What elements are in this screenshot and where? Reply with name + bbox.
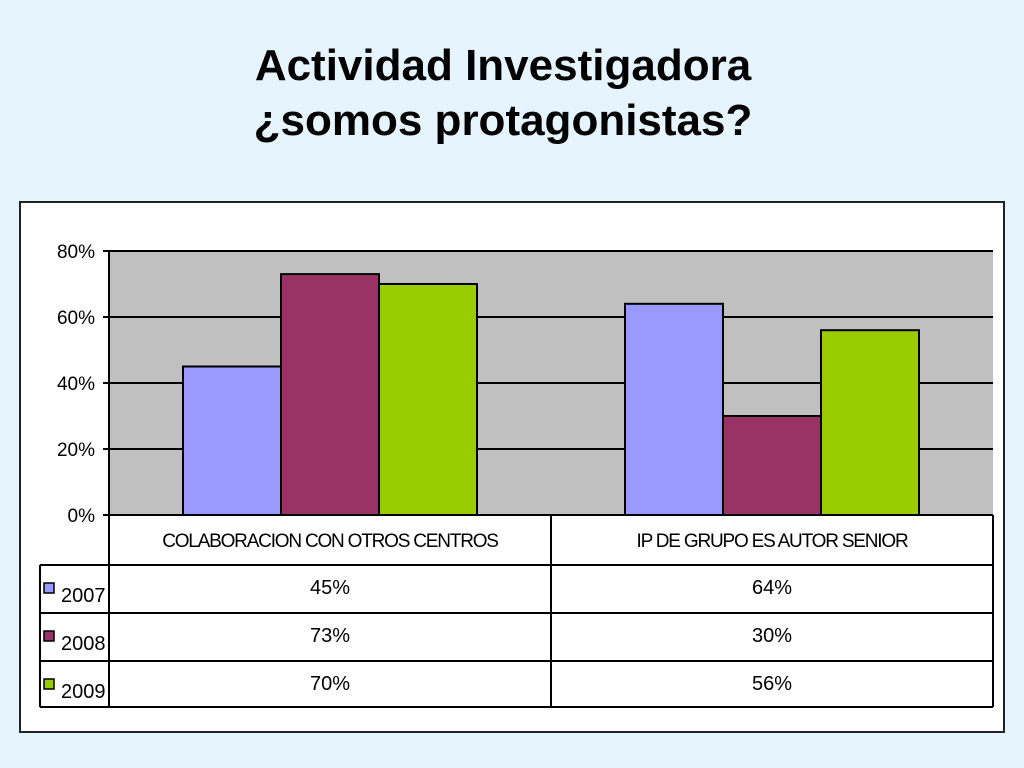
- slide-title-line-1: Actividad Investigadora: [254, 41, 752, 90]
- legend-swatch: [43, 678, 55, 690]
- category-label: IP DE GRUPO ES AUTOR SENIOR: [637, 531, 908, 552]
- legend-label: 2009: [61, 681, 106, 703]
- legend-swatch: [43, 582, 55, 594]
- data-label: 56%: [752, 673, 792, 695]
- bar: [182, 365, 282, 516]
- legend-label: 2008: [61, 633, 106, 655]
- legend-label: 2007: [61, 585, 106, 607]
- y-tick-label: 40%: [57, 374, 95, 395]
- bar: [624, 302, 724, 516]
- bar: [280, 273, 380, 516]
- y-tick-label: 60%: [57, 308, 95, 329]
- data-label: 30%: [752, 625, 792, 647]
- data-label: 45%: [310, 577, 350, 599]
- bar: [722, 415, 822, 516]
- y-tick-label: 0%: [68, 506, 96, 527]
- data-label: 73%: [310, 625, 350, 647]
- y-tick-label: 80%: [57, 242, 95, 263]
- bar: [820, 329, 920, 517]
- slide-title-line-2: ¿somos protagonistas?: [253, 96, 753, 145]
- legend-swatch: [43, 630, 55, 642]
- category-label: COLABORACION CON OTROS CENTROS: [162, 531, 498, 552]
- data-label: 64%: [752, 577, 792, 599]
- slide-title: Actividad Investigadora ¿somos protagoni…: [0, 38, 1006, 148]
- data-label: 70%: [310, 673, 350, 695]
- bar: [378, 283, 478, 516]
- y-tick-label: 20%: [57, 440, 95, 461]
